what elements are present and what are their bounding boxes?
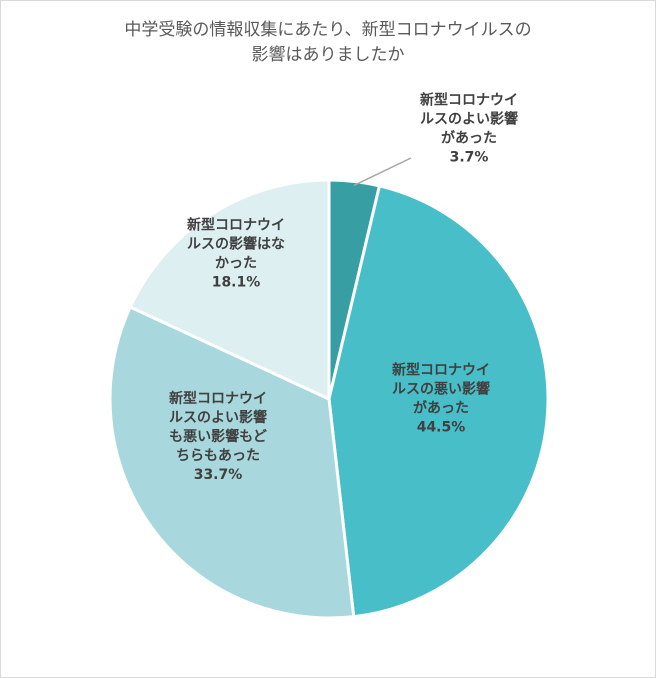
slice-value-label: 18.1% [212,275,261,291]
slice-label-line: も悪い影響もど [169,428,267,445]
pie-slice-3 [108,305,356,620]
slice-label-line: ルスの悪い影響 [392,381,490,398]
chart-title-line-2: 影響はありましたか [251,45,405,65]
slice-label-line: があった [413,400,469,417]
chart-title-line-1: 中学受験の情報収集にあたり、新型コロナウイルスの [124,20,532,40]
slice-label-line: 新型コロナウイ [169,390,267,407]
slice-label-line: 新型コロナウイ [420,92,518,109]
leader-line-1 [353,157,412,187]
slice-label-line: ルスのよい影響 [169,409,267,426]
slice-label-line: ルスの影響はな [187,236,285,253]
slice-label-3: 新型コロナウイルスのよい影響も悪い影響もどちらもあった 33.7% [169,390,267,483]
slice-value-label: 33.7% [194,467,243,483]
slice-label-line: ちらもあった [176,448,260,464]
slice-label-line: ルスのよい影響 [420,111,518,128]
pie-slice-4 [128,178,331,402]
slice-label-line: 新型コロナウイ [187,217,285,234]
chart-title: 中学受験の情報収集にあたり、新型コロナウイルスの 影響はありましたか [0,18,656,68]
slice-label-4: 新型コロナウイルスの影響はなかった 18.1% [187,217,285,291]
slice-value-label: 44.5% [417,420,466,436]
slice-label-2: 新型コロナウイルスの悪い影響があった 44.5% [392,362,490,436]
slice-label-line: かった [215,256,257,272]
pie-slice-2 [327,184,550,619]
slice-label-line: 新型コロナウイ [392,362,490,379]
slice-value-label: 3.7% [450,150,489,166]
slice-label-line: があった [441,130,497,147]
slice-label-1: 新型コロナウイルスのよい影響があった 3.7% [420,92,518,166]
pie-slices [108,178,550,620]
pie-labels: 新型コロナウイルスのよい影響があった 3.7%新型コロナウイルスの悪い影響があった… [169,92,518,484]
